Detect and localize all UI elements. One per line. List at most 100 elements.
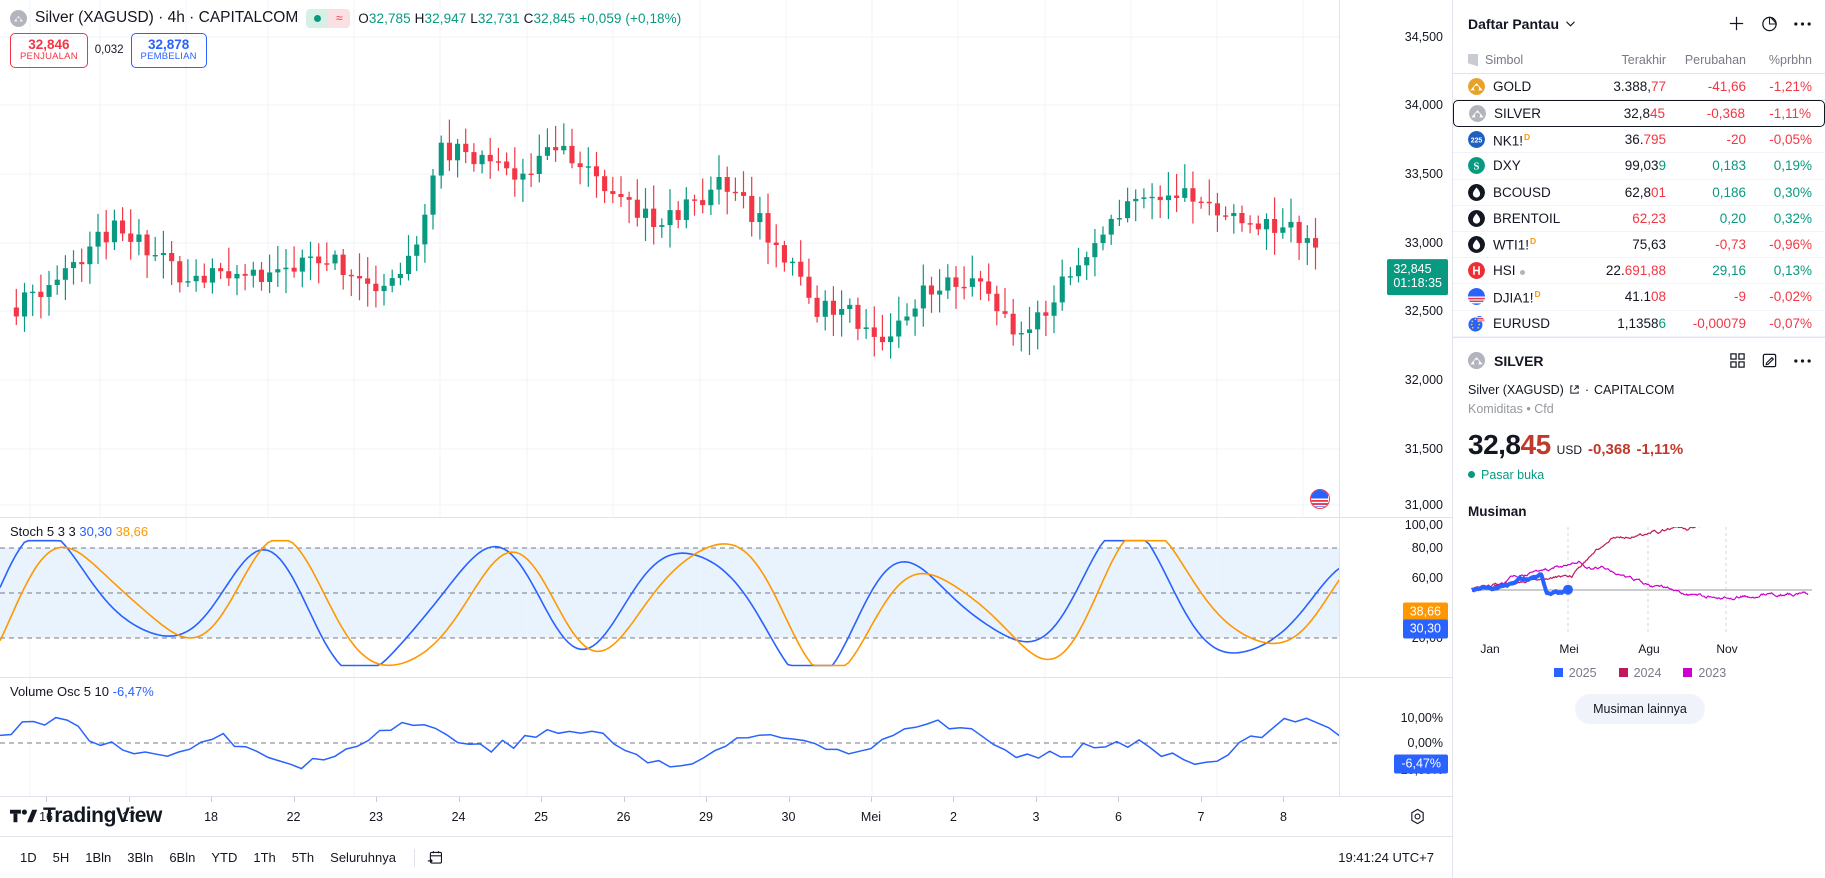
legend-item-2023[interactable]: 2023 — [1683, 666, 1726, 680]
seasonal-chart[interactable] — [1468, 505, 1812, 640]
volume-osc-scale[interactable]: 10,00% 0,00% -10,00% -6,47% — [1339, 678, 1452, 796]
time-axis-mark — [46, 797, 48, 802]
range-button-ytd[interactable]: YTD — [211, 850, 238, 865]
watchlist-row-silver[interactable]: SILVER 32,845 -0,368 -1,11% — [1453, 100, 1825, 128]
edit-note-icon[interactable] — [1761, 352, 1778, 369]
watchlist-title[interactable]: Daftar Pantau — [1468, 15, 1560, 32]
watchlist-change-pct: -0,96% — [1769, 237, 1812, 253]
watchlist-row-nk1[interactable]: 225 NK1!D 36.795 -20 -0,05% — [1453, 127, 1825, 154]
legend-item-2024[interactable]: 2024 — [1618, 666, 1661, 680]
volume-osc-pane[interactable]: Volume Osc 5 10 -6,47% 10,00% 0,00 — [0, 677, 1452, 796]
legend-swatch-2024 — [1618, 668, 1628, 678]
chart-clock[interactable]: 19:41:24 UTC+7 — [1338, 850, 1434, 865]
current-price: 32,845 — [1393, 262, 1432, 277]
delayed-badge: D — [1534, 288, 1541, 299]
range-button-5h[interactable]: 5H — [52, 850, 70, 865]
seasonal-section-title: Musiman — [1468, 503, 1527, 519]
buy-quote-button[interactable]: 32,878 PEMBELIAN — [130, 33, 207, 68]
symbol-detail-more-icon[interactable] — [1793, 358, 1812, 364]
watchlist-change: -9 — [1733, 289, 1746, 305]
chart-settings-icon[interactable] — [1409, 808, 1426, 825]
market-open-dot-icon — [1468, 471, 1475, 479]
stochastic-scale[interactable]: 100,00 80,00 60,00 20,00 38,66 30,30 — [1339, 518, 1452, 677]
watchlist-symbol-cell: SILVER — [1469, 105, 1583, 123]
range-button-1d[interactable]: 1D — [20, 850, 37, 865]
column-symbol-label: Simbol — [1485, 53, 1524, 67]
watchlist-symbol-label: DJIA1!D — [1493, 288, 1541, 306]
watchlist-row-dxy[interactable]: S DXY 99,039 0,183 0,19% — [1453, 153, 1825, 180]
symbol-detail-actions — [1729, 352, 1812, 369]
watchlist-row-bcousd[interactable]: BCOUSD 62,801 0,186 0,30% — [1453, 180, 1825, 206]
stoch-d-badge: 38,66 — [1402, 602, 1448, 622]
time-axis[interactable]: 16 17 18 22 23 24 25 26 29 30 Mei 2 3 6 7 8 — [0, 796, 1452, 836]
watchlist-chart-icon[interactable] — [1760, 14, 1779, 33]
time-axis-mark — [623, 797, 625, 802]
ohlc-o-label: O — [358, 10, 369, 26]
more-seasonality-button[interactable]: Musiman lainnya — [1575, 693, 1705, 724]
price-pane-canvas[interactable] — [0, 0, 1339, 517]
range-button-5th[interactable]: 5Th — [291, 850, 315, 865]
watchlist-row-djia1[interactable]: DJIA1!D 41.108 -9 -0,02% — [1453, 284, 1825, 311]
time-axis-mark — [1035, 797, 1037, 802]
stochastic-canvas[interactable] — [0, 518, 1339, 677]
symbol-price-row: 32,845 USD -0,368 -1,11% — [1468, 429, 1812, 461]
column-symbol[interactable]: Simbol — [1468, 53, 1584, 67]
oil-drop-icon — [1468, 209, 1485, 227]
stochastic-legend[interactable]: Stoch 5 3 3 30,30 38,66 — [10, 524, 148, 539]
sell-label: PENJUALAN — [20, 51, 78, 63]
range-button-1th[interactable]: 1Th — [253, 850, 276, 865]
stoch-tick: 80,00 — [1411, 541, 1443, 555]
stoch-tick: 100,00 — [1404, 518, 1443, 532]
go-to-date-icon[interactable] — [425, 847, 447, 869]
range-button-1bln[interactable]: 1Bln — [85, 850, 112, 865]
add-symbol-icon[interactable] — [1727, 14, 1746, 33]
watchlist-last-price: 41.108 — [1624, 289, 1666, 305]
watchlist-change: 0,186 — [1712, 184, 1746, 200]
external-link-icon[interactable] — [1569, 384, 1580, 395]
watchlist-row-wti1[interactable]: WTI1!D 75,63 -0,73 -0,96% — [1453, 232, 1825, 259]
chart-status-pills[interactable]: ≈ — [306, 8, 351, 28]
volume-osc-canvas[interactable] — [0, 678, 1339, 796]
dollar-index-icon: S — [1468, 157, 1485, 175]
range-button-all[interactable]: Seluruhnya — [330, 850, 396, 865]
time-axis-mark — [211, 797, 213, 802]
watchlist-more-icon[interactable] — [1793, 21, 1812, 27]
vol-tick: 10,00% — [1400, 711, 1443, 725]
chevron-down-icon[interactable] — [1565, 18, 1576, 29]
chart-symbol-title[interactable]: Silver (XAGUSD) · 4h · CAPITALCOM — [35, 9, 299, 26]
price-tick: 32,000 — [1404, 373, 1443, 387]
watchlist-change-pct: -0,02% — [1769, 289, 1812, 305]
price-tick: 32,500 — [1404, 304, 1443, 318]
candlestick-chart — [0, 0, 1339, 517]
watchlist-row-gold[interactable]: GOLD 3.388,77 -41,66 -1,21% — [1453, 74, 1825, 101]
price-pane[interactable]: 34,500 34,000 33,500 33,000 32,500 32,00… — [0, 0, 1452, 517]
range-button-3bln[interactable]: 3Bln — [127, 850, 154, 865]
grid-layout-icon[interactable] — [1729, 352, 1746, 369]
seasonal-more-wrap: Musiman lainnya — [1468, 693, 1812, 724]
legend-item-2025[interactable]: 2025 — [1553, 666, 1597, 680]
watchlist-row-eurusd[interactable]: EURUSD 1,13586 -0,00079 -0,07% — [1453, 311, 1825, 337]
silver-coin-icon — [1468, 352, 1485, 370]
column-last[interactable]: Terakhir — [1621, 53, 1666, 67]
column-pct[interactable]: %prbhn — [1768, 53, 1812, 67]
watchlist-symbol-label: NK1!D — [1493, 131, 1531, 149]
volume-osc-legend[interactable]: Volume Osc 5 10 -6,47% — [10, 684, 154, 699]
time-axis-tick: 16 — [39, 810, 54, 824]
range-button-6bln[interactable]: 6Bln — [169, 850, 196, 865]
column-change[interactable]: Perubahan — [1684, 53, 1746, 67]
watchlist-change: -0,00079 — [1692, 315, 1746, 331]
sell-price: 32,846 — [28, 37, 70, 52]
tradingview-logo[interactable]: TradingView — [10, 804, 162, 828]
price-scale[interactable]: 34,500 34,000 33,500 33,000 32,500 32,00… — [1339, 0, 1452, 517]
stochastic-pane[interactable]: Stoch 5 3 3 30,30 38,66 — [0, 517, 1452, 677]
tradingview-logo-icon — [10, 809, 38, 823]
watchlist-last-price: 62,801 — [1624, 184, 1666, 200]
us-flag-marker-icon[interactable] — [1310, 489, 1330, 509]
watchlist-row-hsi[interactable]: HSI 22.691,88 29,16 0,13% — [1453, 258, 1825, 285]
ohlc-h-label: H — [414, 10, 425, 26]
sell-quote-button[interactable]: 32,846 PENJUALAN — [10, 33, 88, 68]
watchlist-last-price: 62,23 — [1632, 210, 1666, 226]
symbol-detail-sep: · — [1584, 382, 1590, 397]
watchlist-row-brentoil[interactable]: BRENTOIL 62,23 0,20 0,32% — [1453, 206, 1825, 232]
